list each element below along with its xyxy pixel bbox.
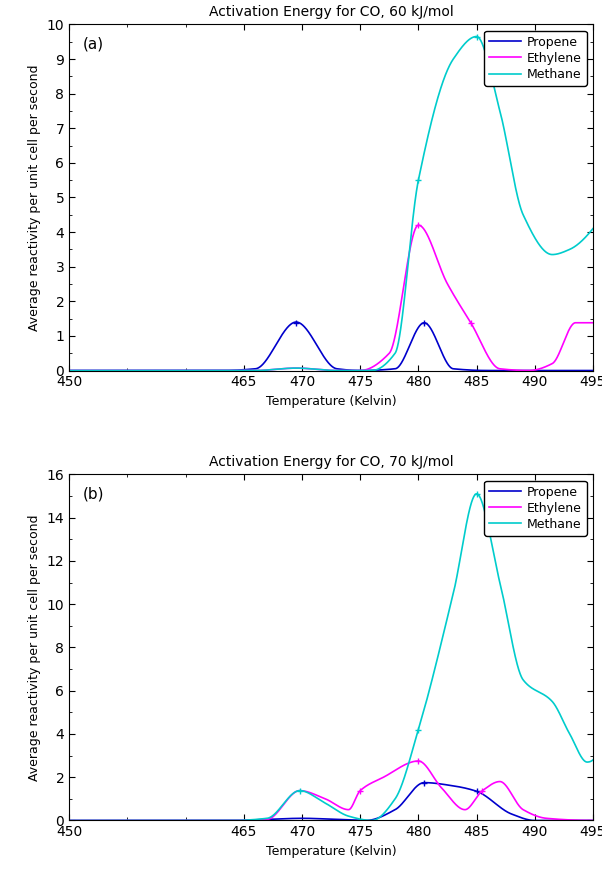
Propene [579, 815, 586, 826]
Ethylene [125, 365, 132, 375]
Propene [589, 815, 597, 826]
Propene [289, 814, 296, 824]
Ethylene [289, 363, 296, 374]
Y-axis label: Average reactivity per unit cell per second: Average reactivity per unit cell per sec… [28, 514, 41, 780]
Methane [473, 31, 480, 42]
Title: Activation Energy for CO, 70 kJ/mol: Activation Energy for CO, 70 kJ/mol [209, 455, 453, 469]
Ethylene [157, 365, 164, 375]
Propene [157, 365, 164, 375]
Legend: Propene, Ethylene, Methane: Propene, Ethylene, Methane [485, 30, 587, 86]
Ethylene [589, 318, 597, 328]
Ethylene [289, 788, 296, 799]
Propene [293, 317, 300, 327]
Methane [125, 365, 132, 375]
Propene [125, 815, 132, 826]
Line: Methane: Methane [69, 494, 593, 820]
Legend: Propene, Ethylene, Methane: Propene, Ethylene, Methane [485, 481, 587, 536]
Line: Ethylene: Ethylene [69, 225, 593, 370]
Propene [267, 814, 274, 825]
Text: (b): (b) [82, 487, 104, 502]
Ethylene [267, 814, 274, 824]
X-axis label: Temperature (Kelvin): Temperature (Kelvin) [266, 845, 396, 858]
Methane [157, 365, 164, 375]
Ethylene [523, 807, 530, 817]
X-axis label: Temperature (Kelvin): Temperature (Kelvin) [266, 395, 396, 408]
Methane [579, 754, 586, 765]
Methane [523, 217, 530, 227]
Methane [66, 815, 73, 826]
Ethylene [579, 815, 586, 826]
Ethylene [415, 219, 422, 230]
Methane [473, 489, 480, 499]
Ethylene [66, 365, 73, 375]
Methane [523, 679, 530, 689]
Methane [157, 815, 164, 826]
Methane [589, 754, 597, 765]
Methane [289, 788, 296, 799]
Y-axis label: Average reactivity per unit cell per second: Average reactivity per unit cell per sec… [28, 64, 41, 331]
Ethylene [125, 815, 132, 826]
Methane [579, 234, 586, 245]
Ethylene [157, 815, 164, 826]
Text: (a): (a) [82, 37, 104, 51]
Propene [66, 815, 73, 826]
Line: Propene: Propene [69, 783, 593, 820]
Propene [523, 365, 530, 375]
Propene [579, 365, 586, 375]
Propene [289, 318, 296, 328]
Methane [589, 223, 597, 233]
Methane [289, 363, 296, 374]
Propene [421, 778, 428, 788]
Methane [66, 365, 73, 375]
Ethylene [579, 318, 586, 328]
Line: Ethylene: Ethylene [69, 761, 593, 820]
Ethylene [523, 365, 530, 375]
Methane [125, 815, 132, 826]
Title: Activation Energy for CO, 60 kJ/mol: Activation Energy for CO, 60 kJ/mol [209, 5, 453, 19]
Propene [523, 814, 530, 825]
Methane [267, 812, 274, 822]
Ethylene [589, 815, 597, 826]
Propene [125, 365, 132, 375]
Propene [157, 815, 164, 826]
Line: Methane: Methane [69, 37, 593, 370]
Propene [267, 349, 274, 360]
Ethylene [415, 756, 422, 766]
Propene [589, 365, 597, 375]
Methane [267, 365, 274, 375]
Line: Propene: Propene [69, 322, 593, 370]
Ethylene [66, 815, 73, 826]
Propene [66, 365, 73, 375]
Ethylene [267, 365, 274, 375]
